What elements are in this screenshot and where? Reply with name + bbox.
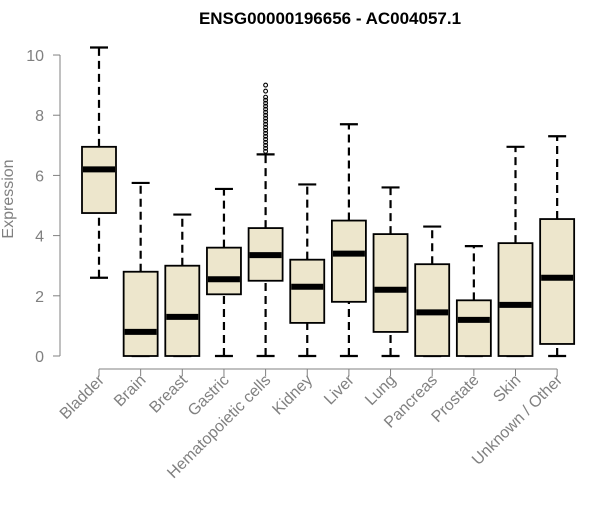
outlier-point (263, 103, 269, 109)
box-body (497, 242, 534, 357)
outlier-point (263, 94, 269, 100)
outlier-point (263, 124, 269, 130)
boxes-layer (81, 46, 576, 358)
box-body (455, 299, 492, 357)
y-tick-label: 10 (26, 48, 44, 65)
y-tick-label: 8 (35, 108, 44, 125)
outlier-point (263, 145, 269, 151)
box-12 (539, 135, 576, 358)
box-body (122, 270, 159, 357)
box-6 (289, 183, 326, 358)
outlier-point (263, 130, 269, 136)
box-9 (414, 225, 451, 358)
box-5 (247, 82, 284, 358)
outlier-point (263, 148, 269, 154)
outlier-point (263, 136, 269, 142)
box-body (289, 258, 326, 324)
y-axis-label: Expression (0, 159, 17, 238)
x-tick-label: Skin (490, 372, 524, 406)
x-tick-label: Breast (146, 371, 191, 416)
chart-title: ENSG00000196656 - AC004057.1 (199, 9, 461, 28)
y-tick-label: 6 (35, 168, 44, 185)
y-tick-label: 0 (35, 349, 44, 366)
x-tick-label: Lung (362, 372, 399, 409)
box-body (539, 218, 576, 345)
outlier-point (263, 118, 269, 124)
y-tick-label: 4 (35, 229, 44, 246)
outlier-point (263, 142, 269, 148)
outlier-point (263, 88, 269, 94)
box-body (206, 246, 242, 296)
box-2 (122, 181, 159, 358)
box-body (330, 219, 367, 303)
box-3 (164, 213, 201, 358)
box-body (81, 145, 117, 214)
box-11 (497, 145, 534, 358)
x-tick-label: Brain (111, 372, 149, 410)
box-8 (372, 186, 409, 358)
y-tick-label: 2 (35, 289, 44, 306)
box-7 (330, 123, 367, 358)
x-tick-label: Liver (321, 371, 358, 408)
x-tick-label: Bladder (57, 371, 108, 422)
outlier-point (263, 82, 269, 88)
outlier-point (263, 112, 269, 118)
box-10 (455, 245, 492, 358)
outlier-point (263, 139, 269, 145)
box-4 (206, 187, 242, 358)
outlier-point (263, 127, 269, 133)
outlier-point (263, 106, 269, 112)
y-axis: 0 2 4 6 8 10 (26, 48, 61, 366)
outlier-point (263, 100, 269, 106)
outlier-point (263, 121, 269, 127)
outlier-point (263, 115, 269, 121)
outlier-point (263, 109, 269, 115)
outlier-point (263, 133, 269, 139)
x-tick-label: Kidney (269, 372, 316, 419)
box-body (372, 233, 409, 333)
outlier-point (263, 97, 269, 103)
box-body (164, 264, 201, 357)
box-1 (81, 46, 117, 279)
